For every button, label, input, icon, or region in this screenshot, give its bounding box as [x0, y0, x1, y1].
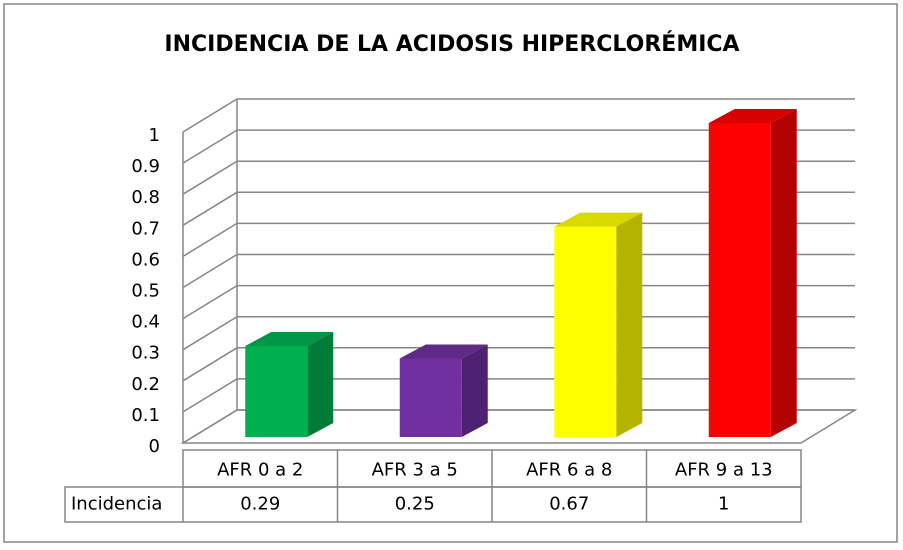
- y-tick-label: 0.1: [131, 405, 160, 426]
- bar-side: [307, 331, 334, 437]
- grid-line: [182, 315, 855, 351]
- y-tick-label: 0.7: [131, 218, 160, 239]
- bar: [245, 345, 308, 437]
- x-tick-label: AFR 3 a 5: [372, 460, 458, 481]
- grid-line: [182, 409, 855, 444]
- chart-title: INCIDENCIA DE LA ACIDOSIS HIPERCLORÉMICA: [164, 31, 739, 57]
- table-value: 0.67: [549, 494, 589, 515]
- bar-side: [461, 344, 488, 437]
- y-tick-label: 0.4: [131, 312, 160, 333]
- bar-side: [616, 212, 643, 437]
- bar-top: [245, 331, 334, 346]
- grid-line: [182, 378, 855, 413]
- grid-line: [182, 160, 855, 195]
- grid-line: [182, 222, 855, 258]
- grid-line: [182, 347, 855, 382]
- grid-line: [182, 253, 855, 289]
- table-value: 1: [718, 494, 729, 515]
- y-tick-label: 0.8: [131, 187, 160, 208]
- y-tick-label: 0: [149, 436, 160, 457]
- bar: [399, 358, 462, 437]
- bar-side: [770, 109, 797, 437]
- bar-top: [708, 109, 797, 123]
- grid-line: [182, 129, 855, 164]
- table-value-row: [64, 486, 802, 523]
- bar: [554, 226, 617, 437]
- grid-line: [182, 191, 855, 226]
- table-value: 0.29: [240, 494, 280, 515]
- y-tick-label: 0.9: [131, 156, 160, 177]
- bar-top: [399, 344, 488, 359]
- x-tick-label: AFR 6 a 8: [526, 460, 612, 481]
- bar-top: [554, 212, 643, 227]
- y-tick-label: 0.2: [131, 374, 160, 395]
- grid-line: [182, 98, 855, 133]
- table-value: 0.25: [395, 494, 435, 515]
- grid-line: [182, 284, 855, 320]
- y-tick-label: 0.6: [131, 249, 160, 270]
- y-tick-label: 0.5: [131, 281, 160, 302]
- bar: [708, 123, 771, 437]
- x-tick-label: AFR 9 a 13: [675, 460, 773, 481]
- x-tick-label: AFR 0 a 2: [217, 460, 303, 481]
- y-tick-label: 0.3: [131, 343, 160, 364]
- series-name: Incidencia: [71, 494, 162, 515]
- y-tick-label: 1: [149, 125, 160, 146]
